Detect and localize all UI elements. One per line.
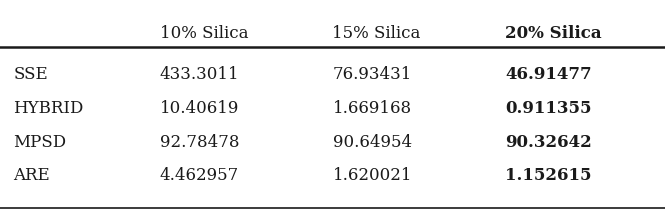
Text: 46.91477: 46.91477 (505, 66, 592, 83)
Text: 4.462957: 4.462957 (160, 167, 239, 184)
Text: 1.152615: 1.152615 (505, 167, 592, 184)
Text: 76.93431: 76.93431 (332, 66, 412, 83)
Text: 1.620021: 1.620021 (332, 167, 412, 184)
Text: SSE: SSE (13, 66, 48, 83)
Text: 90.64954: 90.64954 (332, 134, 412, 151)
Text: 20% Silica: 20% Silica (505, 25, 602, 42)
Text: 90.32642: 90.32642 (505, 134, 592, 151)
Text: ARE: ARE (13, 167, 50, 184)
Text: HYBRID: HYBRID (13, 100, 84, 117)
Text: 92.78478: 92.78478 (160, 134, 239, 151)
Text: 15% Silica: 15% Silica (332, 25, 421, 42)
Text: 10.40619: 10.40619 (160, 100, 239, 117)
Text: 10% Silica: 10% Silica (160, 25, 248, 42)
Text: 433.3011: 433.3011 (160, 66, 239, 83)
Text: 0.911355: 0.911355 (505, 100, 592, 117)
Text: 1.669168: 1.669168 (332, 100, 412, 117)
Text: MPSD: MPSD (13, 134, 66, 151)
